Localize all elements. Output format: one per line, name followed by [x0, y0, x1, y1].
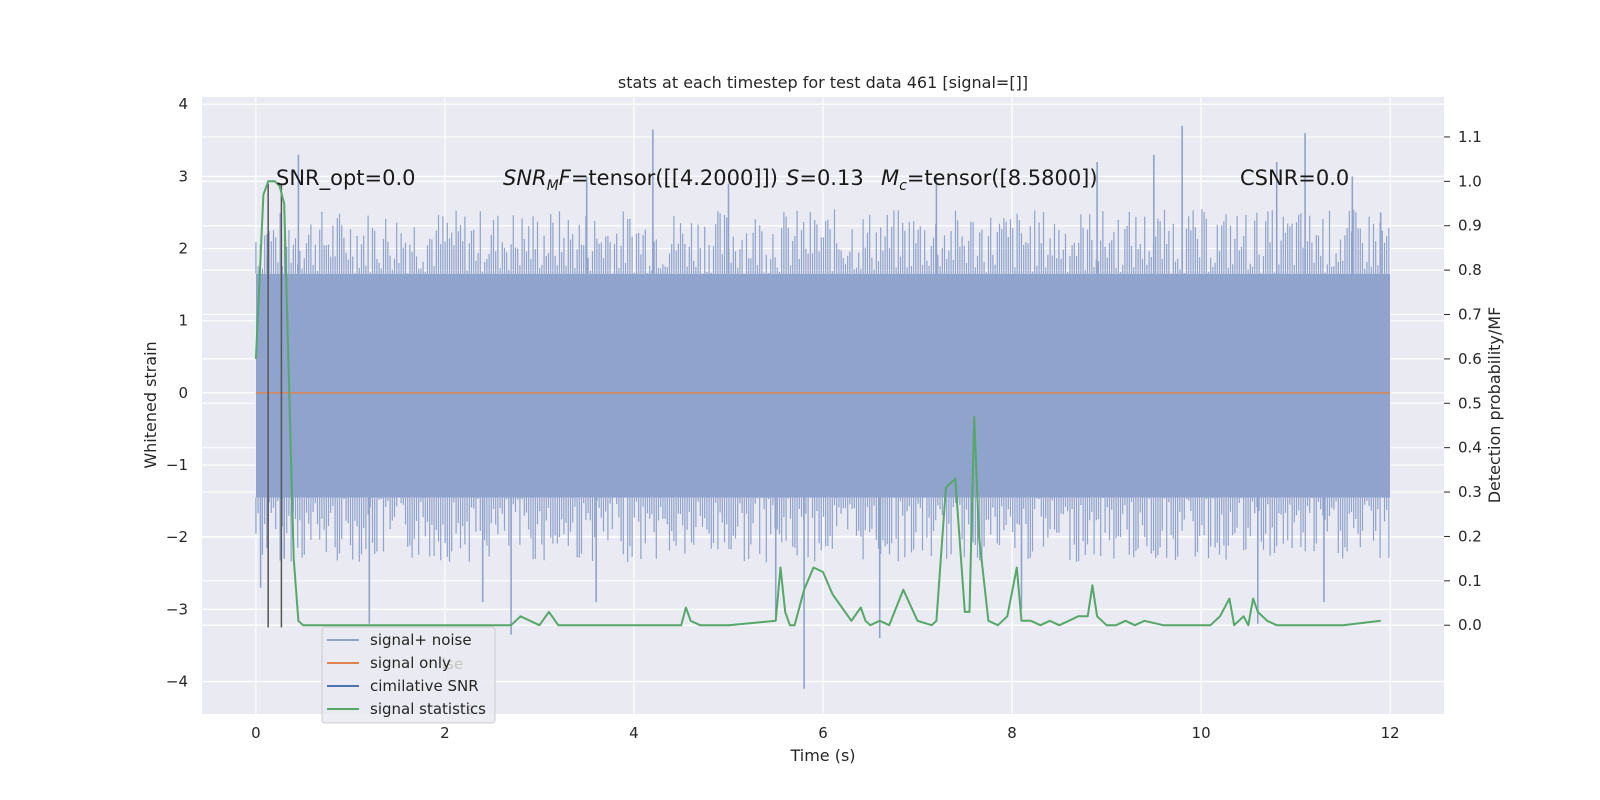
legend-entry-signal-only: signal only [370, 654, 451, 672]
snr-mf-symbol-f: F [559, 166, 572, 190]
legend-entry-cimilative-snr: cimilative SNR [370, 677, 479, 695]
snr-mf-annotation: SNRMF=tensor([[4.2000]]) [503, 166, 778, 194]
x-axis-ticks: 0 2 4 6 8 10 12 [251, 724, 1400, 742]
y-tick-label: −2 [166, 528, 188, 546]
x-tick-label: 0 [251, 724, 261, 742]
snr-opt-annotation: SNR_opt=0.0 [276, 166, 416, 191]
noise-lower-edge [255, 497, 1390, 563]
x-tick-label: 2 [440, 724, 450, 742]
mc-annotation: Mc=tensor([8.5800]) [881, 166, 1098, 194]
snr-mf-subscript: M [547, 178, 559, 194]
y-right-tick-label: 0.2 [1458, 527, 1482, 545]
y-tick-label: 4 [178, 95, 188, 113]
legend-ghost-1: ise [442, 655, 463, 673]
x-tick-label: 8 [1007, 724, 1017, 742]
y-right-tick-label: 0.5 [1458, 394, 1482, 412]
x-tick-label: 10 [1192, 724, 1211, 742]
y-right-axis-ticks: 1.1 1.0 0.9 0.8 0.7 0.6 0.5 0.4 0.3 0.2 0.1 0.0 [1444, 128, 1482, 634]
legend-ghost-2: s [466, 700, 474, 718]
y-axis-ticks: 4 3 2 1 0 −1 −2 −3 −4 [166, 95, 188, 690]
chart-title: stats at each timestep for test data 461… [618, 73, 1028, 92]
y-right-tick-label: 0.1 [1458, 572, 1482, 590]
y-tick-label: 1 [178, 312, 188, 330]
y-tick-label: 3 [178, 167, 188, 185]
y-tick-label: −3 [166, 600, 188, 618]
y-tick-label: −1 [166, 456, 188, 474]
cimilative-snr-series [267, 183, 283, 628]
y-right-tick-label: 1.1 [1458, 128, 1482, 146]
legend: ise s signal+ noise signal only cimilati… [321, 626, 496, 724]
signal-statistics-series [254, 180, 1381, 627]
y-right-tick-label: 0.8 [1458, 261, 1482, 279]
legend-entry-signal-statistics: signal statistics [370, 700, 486, 718]
y-tick-label: 2 [178, 240, 188, 258]
s-value: =0.13 [799, 166, 863, 190]
noise-band [255, 273, 1391, 498]
y-right-tick-label: 0.0 [1458, 616, 1482, 634]
signal-statistics-line [254, 180, 1381, 627]
s-symbol: S [786, 166, 799, 190]
y-right-tick-label: 1.0 [1458, 172, 1482, 190]
y-right-axis-label: Detection probability/MF [1485, 307, 1504, 504]
snr-mf-value: =tensor([[4.2000]]) [571, 166, 778, 190]
x-tick-label: 4 [629, 724, 639, 742]
csnr-annotation: CSNR=0.0 [1240, 166, 1349, 190]
mc-symbol: M [881, 166, 899, 190]
legend-entry-signal-noise: signal+ noise [370, 631, 472, 649]
y-tick-label: 0 [178, 384, 188, 402]
snr-mf-symbol: SNR [503, 166, 547, 190]
mc-subscript: c [899, 178, 907, 194]
x-tick-label: 6 [818, 724, 828, 742]
x-tick-label: 12 [1381, 724, 1400, 742]
x-axis-label: Time (s) [789, 746, 855, 765]
y-right-tick-label: 0.4 [1458, 439, 1482, 457]
legend-box [321, 626, 496, 724]
noise-upper-edge [255, 209, 1390, 274]
y-right-tick-label: 0.7 [1458, 306, 1482, 324]
y-right-tick-label: 0.9 [1458, 217, 1482, 235]
signal-noise-series [255, 125, 1391, 689]
s-annotation: S=0.13 [786, 166, 864, 190]
y-right-tick-label: 0.3 [1458, 483, 1482, 501]
y-tick-label: −4 [166, 673, 188, 691]
y-axis-label: Whitened strain [141, 341, 160, 468]
mc-value: =tensor([8.5800]) [907, 166, 1098, 190]
y-right-tick-label: 0.6 [1458, 350, 1482, 368]
